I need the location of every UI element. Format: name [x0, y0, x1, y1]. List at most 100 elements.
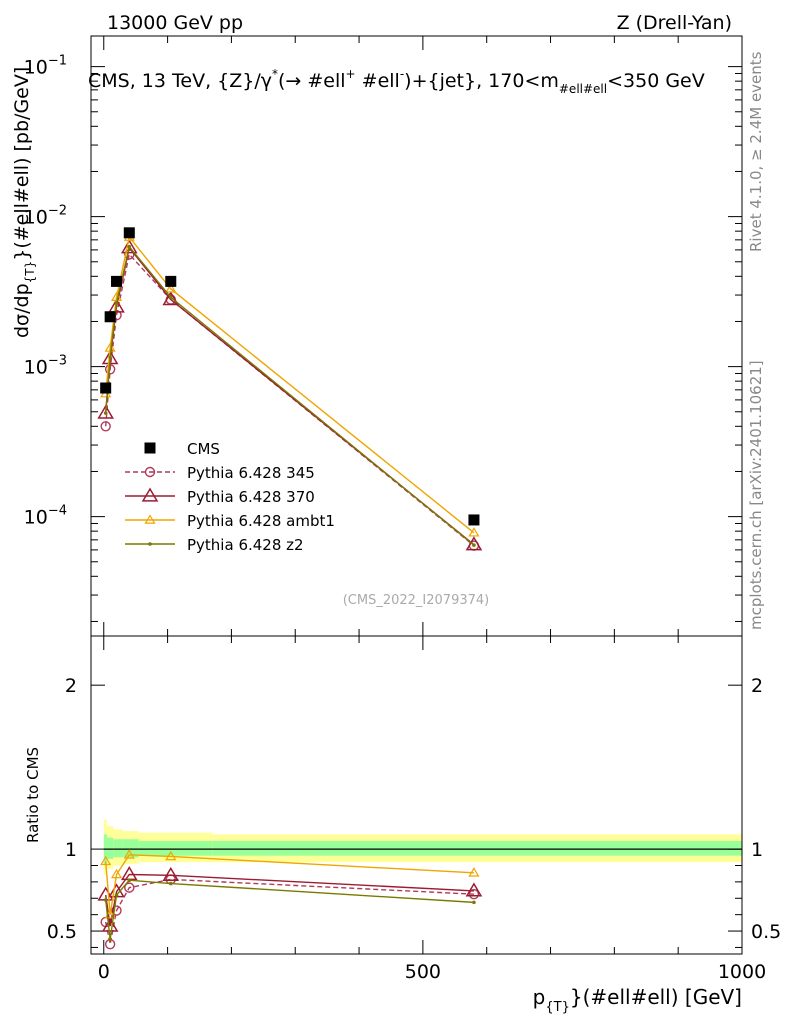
main-data-point [168, 295, 173, 300]
legend-marker [141, 487, 159, 502]
main-data-point [103, 411, 108, 415]
legend-label: Pythia 6.428 345 [187, 464, 315, 482]
main-y-tick-base: 10 [24, 207, 48, 229]
main-data-point [472, 543, 476, 547]
ratio-y-tick-label: 1 [65, 839, 77, 861]
main-data-point [120, 239, 138, 254]
main-y-tick-base: 10 [24, 507, 48, 529]
main-y-tick-exp: −4 [48, 504, 67, 519]
main-data-point [468, 527, 480, 537]
legend-label: Pythia 6.428 370 [187, 488, 315, 506]
main-y-tick-exp: −2 [48, 204, 67, 219]
main-axis-ticks: 10−410−310−210−1 [24, 36, 743, 636]
main-data-point [114, 301, 119, 305]
ratio-y-tick-label-right: 1 [751, 839, 763, 861]
ratio-data-point [465, 882, 483, 897]
main-data-point [465, 536, 483, 551]
main-data-point [165, 283, 177, 293]
ratio-data-point [120, 866, 138, 881]
analysis-watermark: (CMS_2022_I2079374) [343, 593, 490, 608]
ratio-series-layer [97, 849, 483, 950]
main-series-layer [97, 227, 483, 551]
mcplots-label: mcplots.cern.ch [arXiv:2401.10621] [747, 360, 765, 630]
legend-entry-3: Pythia 6.428 ambt1 [125, 512, 335, 530]
title-part-2: (→ #ell [278, 70, 346, 92]
ratio-band-green [138, 840, 213, 856]
ratio-series-0 [100, 874, 480, 950]
ratio-ylabel: Ratio to CMS [24, 747, 42, 843]
main-y-tick-label: 10−3 [24, 354, 67, 379]
main-data-point [162, 291, 180, 306]
ratio-band-green [212, 840, 742, 856]
ratio-y-tick-label-right: 2 [751, 675, 763, 697]
main-data-point [104, 311, 116, 323]
ratio-band-green [113, 839, 123, 858]
ratio-y-tick-label: 0.5 [47, 921, 77, 943]
legend-entry-2: Pythia 6.428 370 [125, 487, 315, 506]
ratio-data-point [123, 849, 135, 859]
ratio-series-2 [100, 849, 480, 919]
main-series-line [104, 235, 475, 534]
legend-label: CMS [187, 440, 220, 458]
title-part-5: <350 GeV [607, 70, 705, 92]
main-y-tick-exp: −1 [48, 54, 67, 69]
title-part-4: )+{jet}, 170<m [404, 70, 559, 92]
main-y-tick-base: 10 [24, 57, 48, 79]
legend-marker [144, 466, 156, 478]
ratio-data-point [124, 882, 135, 893]
title-sup-star: * [272, 67, 278, 81]
main-data-point [111, 275, 123, 287]
title-part-3: #ell [356, 70, 400, 92]
ratio-series-3 [103, 878, 476, 942]
ratio-data-point [101, 917, 119, 932]
main-y-tick-base: 10 [24, 357, 48, 379]
xlabel-part-1: p [533, 985, 546, 1009]
xlabel-sub: {T} [545, 1000, 569, 1015]
ratio-series-line [104, 854, 474, 915]
ratio-series-line [104, 878, 474, 945]
ratio-y-tick-label: 2 [65, 675, 77, 697]
legend-label: Pythia 6.428 ambt1 [187, 512, 335, 530]
ratio-data-point [108, 937, 112, 942]
legend: CMS Pythia 6.428 345 Pythia 6.428 370 Pythi… [125, 440, 335, 554]
ratio-band-green [106, 837, 114, 859]
main-y-tick-label: 10−4 [24, 504, 67, 529]
ratio-data-point [100, 855, 112, 866]
legend-label: Pythia 6.428 z2 [187, 536, 304, 554]
ratio-x-tick-label: 500 [405, 961, 441, 983]
ratio-data-point [165, 850, 177, 861]
title-sup-minus: - [400, 67, 404, 81]
main-data-point [100, 421, 111, 432]
main-series-0 [100, 227, 480, 526]
legend-marker [148, 542, 152, 546]
main-series-4 [103, 244, 476, 547]
main-data-point [165, 275, 177, 287]
main-data-point [108, 298, 125, 313]
main-data-point [123, 227, 135, 239]
title-part-1: CMS, 13 TeV, {Z}/γ [88, 70, 272, 92]
header-left: 13000 GeV pp [107, 12, 243, 34]
ratio-data-point [472, 900, 476, 905]
ratio-data-point [168, 881, 173, 886]
ratio-series-line [104, 879, 474, 940]
legend-entry-1: Pythia 6.428 345 [125, 464, 315, 482]
ratio-y-tick-label-right: 0.5 [751, 921, 781, 943]
main-ylabel-part-1: dσ/dp [11, 283, 33, 338]
ratio-data-point [162, 866, 180, 881]
main-y-tick-label: 10−1 [24, 54, 67, 79]
title-sup-plus: + [346, 67, 356, 81]
main-title: CMS, 13 TeV, {Z}/γ*(→ #ell+ #ell-)+{jet}… [88, 67, 705, 96]
title-sub: #ell#ell [559, 82, 607, 96]
legend-marker [144, 442, 156, 454]
ratio-data-point [468, 888, 480, 900]
main-y-tick-label: 10−2 [24, 204, 67, 229]
xlabel-part-2: }(#ell#ell) [GeV] [570, 985, 742, 1009]
ratio-axis-ticks: 0.5 0.5 1 1 2 2 0 500 1000 [47, 636, 781, 983]
main-data-point [468, 514, 480, 526]
main-data-point [100, 382, 112, 394]
ratio-data-point [114, 893, 119, 897]
ratio-data-point [110, 868, 123, 879]
ratio-x-tick-label: 0 [98, 961, 110, 983]
ratio-uncertainty-bands [103, 819, 742, 876]
legend-entry-0: CMS [144, 440, 220, 458]
